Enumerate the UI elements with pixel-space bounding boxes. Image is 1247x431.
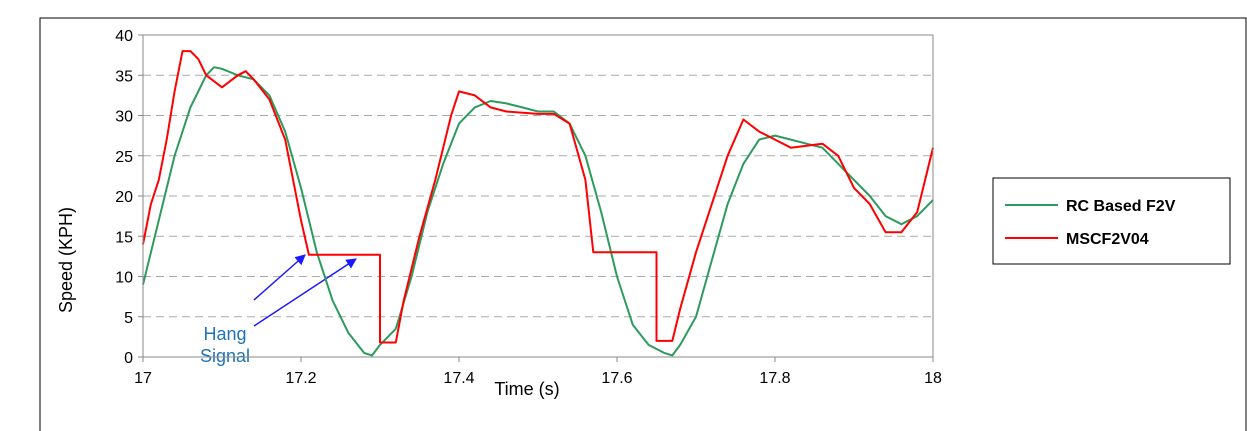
y-tick-label: 35	[115, 68, 133, 85]
y-tick-label: 40	[115, 28, 133, 45]
y-axis-label: Speed (KPH)	[56, 207, 76, 313]
y-tick-label: 15	[115, 229, 133, 246]
series-line	[142, 50, 934, 344]
legend-label: MSCF2V04	[1066, 231, 1149, 248]
y-tick-label: 10	[115, 270, 133, 287]
y-tick-label: 25	[115, 149, 133, 166]
x-tick-label: 17.8	[759, 370, 790, 387]
x-axis-label: Time (s)	[494, 379, 559, 399]
y-tick-label: 0	[124, 350, 133, 367]
legend-label: RC Based F2V	[1066, 198, 1176, 215]
legend	[992, 177, 1231, 265]
y-tick-label: 5	[124, 310, 133, 327]
annotation-arrow	[253, 258, 357, 327]
frame	[39, 17, 1247, 431]
x-tick-label: 18	[924, 370, 942, 387]
plot-area	[142, 34, 934, 358]
x-tick-label: 17	[134, 370, 152, 387]
annotation-arrow	[253, 254, 306, 301]
annotation: Hang	[203, 324, 246, 344]
annotation: Signal	[200, 346, 250, 366]
x-tick-label: 17.4	[443, 370, 474, 387]
y-tick-label: 20	[115, 189, 133, 206]
y-tick-label: 30	[115, 109, 133, 126]
x-tick-label: 17.2	[285, 370, 316, 387]
x-tick-label: 17.6	[601, 370, 632, 387]
series-line	[142, 66, 934, 357]
